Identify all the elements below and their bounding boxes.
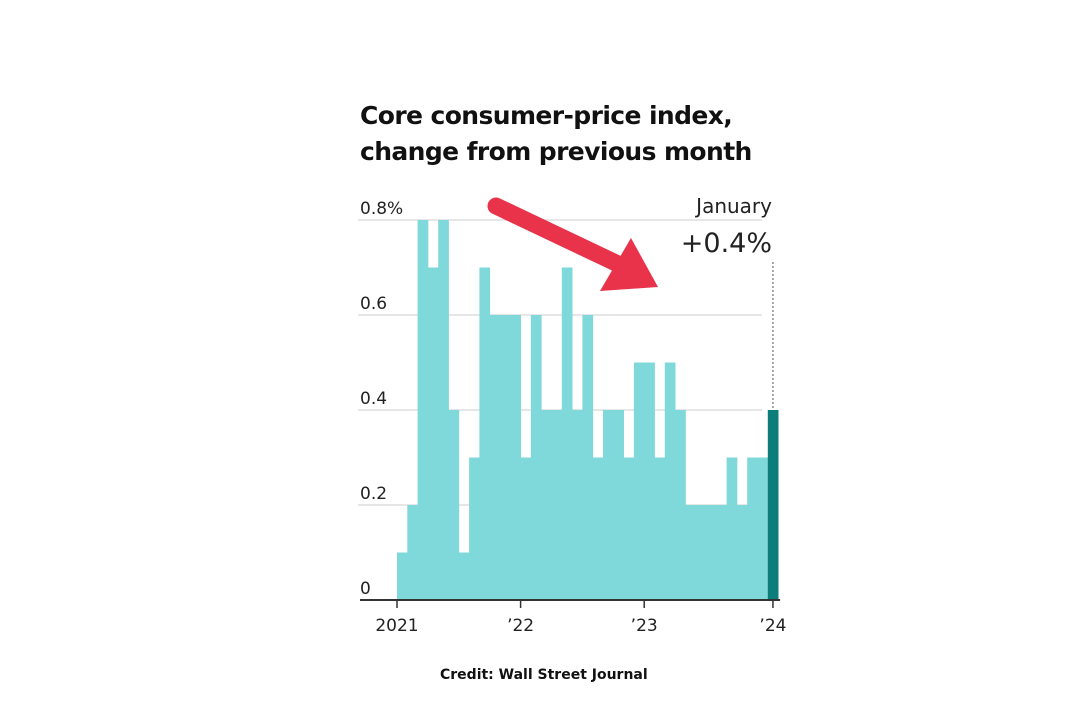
y-tick-labels: 0 0.2 0.4 0.6 0.8% [360,199,403,599]
bar [417,220,429,600]
bar [695,505,707,600]
y-tick-label: 0.6 [360,294,387,314]
y-tick-label: 0.2 [360,484,387,504]
bar [561,267,573,600]
bar [510,315,521,600]
bar [633,362,645,600]
bar [541,410,552,600]
credit-text: Credit: Wall Street Journal [440,667,648,683]
bar [582,315,594,600]
bar [613,410,624,600]
bar [489,315,501,600]
y-tick-label: 0.8% [360,199,403,219]
bar [603,410,614,600]
bar [644,362,655,600]
bar [654,457,666,600]
bar [747,457,758,600]
bar [530,315,542,600]
y-tick-label: 0 [360,579,371,599]
chart-title: Core consumer-price index, change from p… [360,101,752,166]
bar [397,552,408,600]
bar [685,505,697,600]
annotation: January +0.4% [681,194,774,410]
bar [716,505,727,600]
bar [458,552,470,600]
bar [664,362,676,600]
bar [438,220,449,600]
red-arrow-icon [487,197,658,291]
x-tick-label: ’22 [507,616,534,636]
bar [407,505,418,600]
bar [623,457,635,600]
y-tick-label: 0.4 [360,389,387,409]
bar [479,267,491,600]
arrow-shaft [487,197,627,273]
bar [551,410,563,600]
bar [572,410,583,600]
x-tick-label: 2021 [375,616,418,636]
bar [448,410,460,600]
bar [500,315,511,600]
bar [427,267,439,600]
bar-highlight [767,410,779,600]
x-tick-labels: 2021 ’22 ’23 ’24 [375,600,786,636]
bar [706,505,717,600]
bar [469,457,480,600]
bar [675,410,686,600]
arrow-head [600,238,658,291]
annotation-label: January [694,194,772,218]
x-tick-label: ’24 [759,616,786,636]
bar [757,457,769,600]
x-tick-label: ’23 [631,616,658,636]
bar [520,457,532,600]
bar [592,457,604,600]
bars [397,220,779,600]
bar [726,457,738,600]
bar [736,505,748,600]
annotation-value: +0.4% [681,228,772,259]
